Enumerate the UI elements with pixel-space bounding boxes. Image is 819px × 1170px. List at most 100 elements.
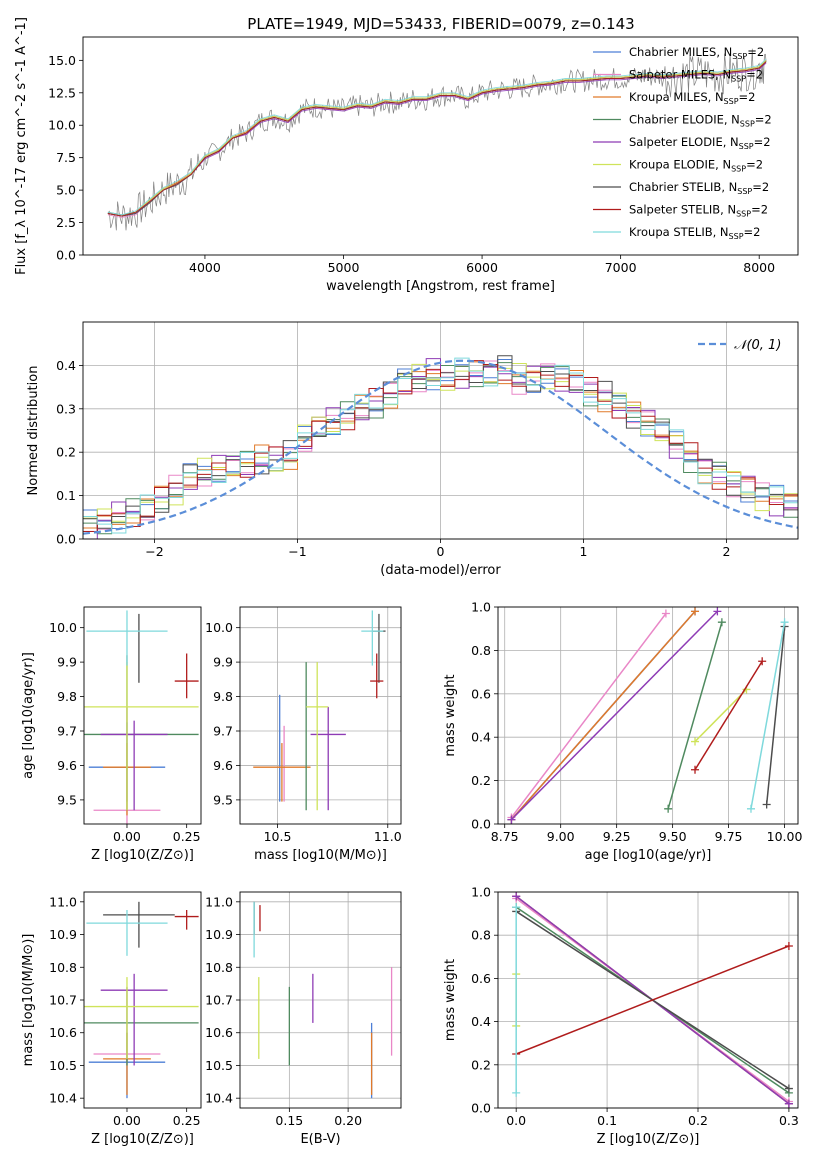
weight-marker bbox=[746, 804, 755, 813]
x-tick-label: 9.00 bbox=[547, 829, 575, 844]
x-tick-label: 6000 bbox=[466, 260, 498, 275]
x-tick-label: 0.20 bbox=[334, 1113, 362, 1128]
y-tick-label: 0.0 bbox=[471, 817, 491, 832]
plot-area bbox=[84, 610, 199, 824]
panel-weight-vs-age: 8.75 9.00 9.25 9.50 9.75 10.00 0.0 0.2 0.4 0.6 0.8… bbox=[443, 600, 803, 864]
plot-area bbox=[512, 892, 793, 1108]
x-tick-label: 0.3 bbox=[779, 1113, 799, 1128]
axes-frame bbox=[82, 321, 799, 540]
y-tick-label: 10.0 bbox=[205, 620, 233, 635]
y-tick-label: 10.7 bbox=[49, 993, 77, 1008]
axes-frame bbox=[82, 36, 799, 256]
plot-area bbox=[507, 607, 789, 824]
x-axis-label: age [log10(age/yr)] bbox=[585, 848, 712, 863]
y-tick-label: 9.5 bbox=[57, 792, 77, 807]
plot-area bbox=[253, 901, 393, 1099]
legend-label: Chabrier ELODIE, NSSP=2 bbox=[629, 113, 772, 129]
y-tick-label: 0.0 bbox=[56, 248, 76, 263]
x-axis-label: E(B-V) bbox=[300, 1132, 340, 1147]
panel-spectrum: 4000 5000 6000 7000 8000 0.0 2.5 5.0 7.5 10.0 12.5… bbox=[14, 17, 799, 294]
y-tick-label: 0.6 bbox=[471, 971, 491, 986]
y-tick-label: 9.6 bbox=[57, 758, 77, 773]
spectrum-model-line bbox=[107, 60, 767, 217]
x-tick-label: 10.5 bbox=[264, 829, 292, 844]
weight-marker bbox=[664, 804, 673, 813]
y-tick-label: 10.4 bbox=[49, 1091, 77, 1106]
y-tick-label: 10.8 bbox=[205, 960, 233, 975]
axes-frame bbox=[239, 606, 402, 825]
x-tick-label: 9.25 bbox=[603, 829, 631, 844]
y-tick-label: 9.8 bbox=[57, 689, 77, 704]
y-tick-label: 10.6 bbox=[49, 1025, 77, 1040]
axes-frame bbox=[239, 891, 402, 1109]
spectrum-model-line bbox=[107, 61, 767, 217]
y-tick-label: 10.0 bbox=[48, 118, 76, 133]
y-axis-label: Normed distribution bbox=[26, 366, 41, 496]
x-tick-label: 0.25 bbox=[173, 829, 201, 844]
y-tick-label: 0.8 bbox=[471, 643, 491, 658]
x-axis-label: mass [log10(M/M⊙)] bbox=[254, 848, 387, 863]
figure-title: PLATE=1949, MJD=53433, FIBERID=0079, z=0… bbox=[247, 15, 634, 33]
weight-marker bbox=[512, 903, 521, 912]
y-tick-label: 0.6 bbox=[471, 686, 491, 701]
plot-area bbox=[107, 48, 767, 231]
weight-marker bbox=[784, 1099, 793, 1108]
weight-marker bbox=[507, 815, 516, 824]
y-tick-label: 0.8 bbox=[471, 928, 491, 943]
weight-marker bbox=[691, 607, 700, 616]
x-tick-label: 8.75 bbox=[491, 829, 519, 844]
legend-label: Salpeter STELIB, NSSP=2 bbox=[629, 203, 768, 219]
x-tick-label: 5000 bbox=[328, 260, 360, 275]
panel-mass-vs-Z: 0.00 0.25 10.4 10.5 10.6 10.7 10.8 10.9 11.0 Z [l… bbox=[21, 891, 202, 1147]
plot-area bbox=[253, 610, 386, 811]
weight-marker bbox=[784, 1084, 793, 1093]
x-tick-label: 9.75 bbox=[715, 829, 743, 844]
y-tick-label: 9.9 bbox=[213, 655, 233, 670]
y-tick-label: 10.4 bbox=[205, 1091, 233, 1106]
y-tick-label: 0.1 bbox=[56, 488, 76, 503]
y-tick-label: 7.5 bbox=[56, 150, 76, 165]
weight-marker bbox=[691, 765, 700, 774]
weight-marker bbox=[661, 609, 670, 618]
y-tick-label: 15.0 bbox=[48, 53, 76, 68]
panel-age-vs-mass: 10.5 11.0 9.5 9.6 9.7 9.8 9.9 10.0 mass [log10(M… bbox=[205, 606, 402, 863]
x-tick-label: −2 bbox=[145, 544, 163, 559]
weight-line bbox=[694, 688, 748, 743]
weight-marker bbox=[713, 607, 722, 616]
weight-marker bbox=[758, 657, 767, 666]
plot-area bbox=[84, 901, 199, 1099]
y-axis-label: mass [log10(M/M⊙)] bbox=[21, 934, 36, 1067]
y-tick-label: 0.2 bbox=[56, 445, 76, 460]
weight-line bbox=[515, 945, 790, 1055]
y-tick-label: 0.4 bbox=[471, 1014, 491, 1029]
y-tick-label: 10.0 bbox=[49, 620, 77, 635]
axes-frame bbox=[83, 606, 202, 825]
histogram-step bbox=[83, 357, 798, 539]
weight-marker bbox=[762, 800, 771, 809]
y-tick-label: 0.4 bbox=[471, 730, 491, 745]
x-tick-label: 0.15 bbox=[275, 1113, 303, 1128]
weight-marker bbox=[512, 1088, 521, 1097]
spectrum-model-line bbox=[107, 62, 767, 217]
weight-marker bbox=[780, 618, 789, 627]
y-axis-label: age [log10(age/yr)] bbox=[21, 652, 36, 779]
axes-frame bbox=[497, 891, 799, 1109]
panel-mass-vs-EBV: 0.15 0.20 10.4 10.5 10.6 10.7 10.8 10.9 11.0 E(B-… bbox=[205, 891, 402, 1147]
legend-label: Kroupa MILES, NSSP=2 bbox=[629, 90, 755, 106]
legend-label: Kroupa STELIB, NSSP=2 bbox=[629, 225, 760, 241]
spectrum-model-line bbox=[107, 58, 767, 216]
y-tick-label: 1.0 bbox=[471, 600, 491, 615]
y-tick-label: 11.0 bbox=[49, 894, 77, 909]
axes-frame bbox=[497, 606, 799, 825]
legend-label: Chabrier STELIB, NSSP=2 bbox=[629, 180, 769, 196]
weight-marker bbox=[512, 892, 521, 901]
panel-age-vs-Z: 0.00 0.25 9.5 9.6 9.7 9.8 9.9 10.0 Z [log10(Z/Z⊙… bbox=[21, 606, 202, 863]
x-tick-label: 0.0 bbox=[506, 1113, 526, 1128]
histogram-step bbox=[83, 358, 798, 539]
legend-label: Kroupa ELODIE, NSSP=2 bbox=[629, 158, 763, 174]
weight-line bbox=[510, 610, 696, 821]
y-tick-label: 12.5 bbox=[48, 85, 76, 100]
y-tick-label: 0.3 bbox=[56, 401, 76, 416]
y-tick-label: 0.0 bbox=[471, 1101, 491, 1116]
